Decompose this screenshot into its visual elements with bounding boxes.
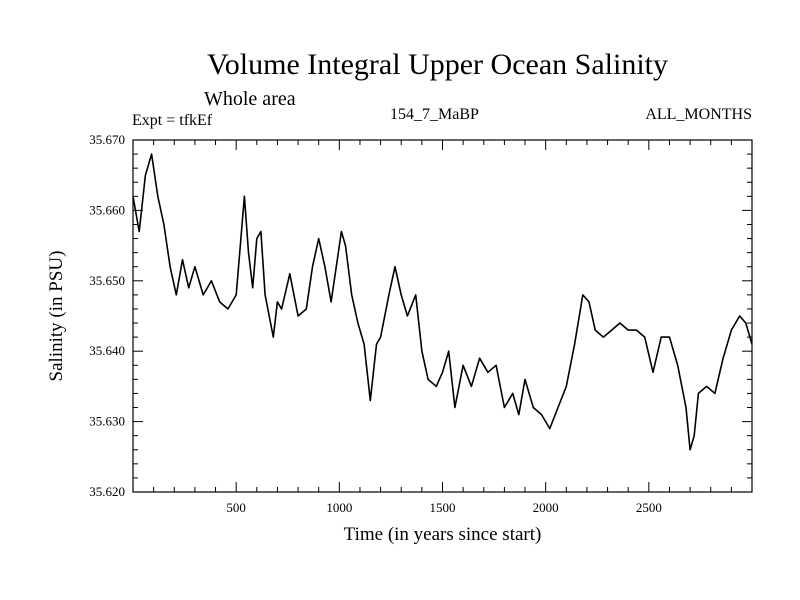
x-tick-label: 2500 bbox=[636, 500, 662, 515]
salinity-series-line bbox=[132, 153, 753, 451]
experiment-label: Expt = tfkEf bbox=[132, 112, 213, 129]
y-axis-label: Salinity (in PSU) bbox=[46, 251, 67, 382]
x-tick-label: 500 bbox=[226, 500, 246, 515]
y-tick-label: 35.650 bbox=[89, 273, 125, 288]
x-tick-label: 1000 bbox=[326, 500, 352, 515]
period-label: ALL_MONTHS bbox=[645, 106, 752, 123]
chart-subtitle: Whole area bbox=[204, 88, 296, 110]
tick-marks bbox=[133, 139, 752, 493]
run-label: 154_7_MaBP bbox=[390, 106, 479, 123]
x-tick-label: 1500 bbox=[430, 500, 456, 515]
y-tick-label: 35.640 bbox=[89, 343, 125, 358]
chart-title: Volume Integral Upper Ocean Salinity bbox=[207, 48, 668, 81]
plot-frame bbox=[132, 139, 753, 493]
x-tick-label: 2000 bbox=[533, 500, 559, 515]
y-tick-label: 35.620 bbox=[89, 484, 125, 499]
tick-labels: 500 1000 1500 2000 2500 35.620 35.630 35.640 35.… bbox=[89, 132, 662, 515]
y-tick-label: 35.630 bbox=[89, 414, 125, 429]
y-tick-label: 35.670 bbox=[89, 132, 125, 147]
x-axis-label: Time (in years since start) bbox=[344, 524, 542, 545]
y-tick-label: 35.660 bbox=[89, 202, 125, 217]
